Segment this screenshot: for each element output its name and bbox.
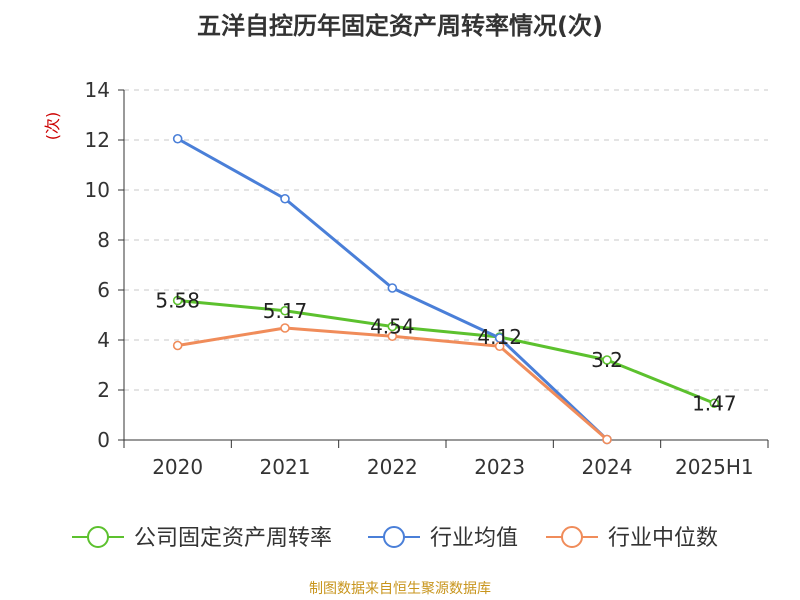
legend-label: 公司固定资产周转率 — [134, 526, 332, 551]
chart-title: 五洋自控历年固定资产周转率情况(次) — [197, 12, 603, 40]
data-point — [602, 355, 612, 365]
legend-marker — [561, 526, 583, 548]
y-tick-label: 10 — [85, 178, 110, 202]
legend-label: 行业均值 — [430, 526, 518, 551]
data-label: 1.47 — [692, 391, 737, 415]
y-tick-label: 6 — [97, 278, 110, 302]
data-label: 4.12 — [477, 325, 522, 349]
y-tick-label: 14 — [85, 78, 110, 102]
data-point — [172, 340, 183, 351]
data-point — [172, 295, 183, 306]
x-tick-label: 2022 — [367, 455, 418, 479]
data-label: 5.58 — [155, 289, 200, 313]
data-point — [280, 193, 290, 204]
x-tick-label: 2023 — [474, 455, 525, 479]
data-label: 3.2 — [591, 348, 623, 372]
x-tick-label: 2021 — [260, 455, 311, 479]
source-note: 制图数据来自恒生聚源数据库 — [309, 581, 491, 597]
y-axis-label: (次) — [43, 112, 62, 141]
data-point — [387, 283, 398, 293]
data-point — [709, 398, 720, 409]
legend-marker — [87, 526, 109, 548]
y-tick-label: 0 — [97, 428, 110, 452]
data-point — [280, 323, 290, 333]
data-label: 5.17 — [263, 299, 308, 323]
series-line-1 — [177, 299, 715, 405]
x-tick-label: 2020 — [152, 455, 203, 479]
data-point — [494, 341, 505, 352]
legend-marker — [383, 526, 405, 548]
x-tick-label: 2025H1 — [675, 455, 754, 479]
y-tick-label: 4 — [97, 328, 110, 352]
x-tick-label: 2024 — [582, 455, 633, 479]
data-point — [602, 434, 612, 445]
data-point — [387, 331, 398, 342]
legend-label: 行业中位数 — [608, 526, 718, 551]
data-point — [387, 321, 398, 332]
data-point — [172, 133, 183, 144]
y-tick-label: 8 — [97, 228, 110, 252]
data-point — [280, 305, 290, 316]
data-label: 4.54 — [370, 315, 415, 339]
y-tick-label: 12 — [85, 128, 110, 152]
y-tick-label: 2 — [97, 378, 110, 402]
